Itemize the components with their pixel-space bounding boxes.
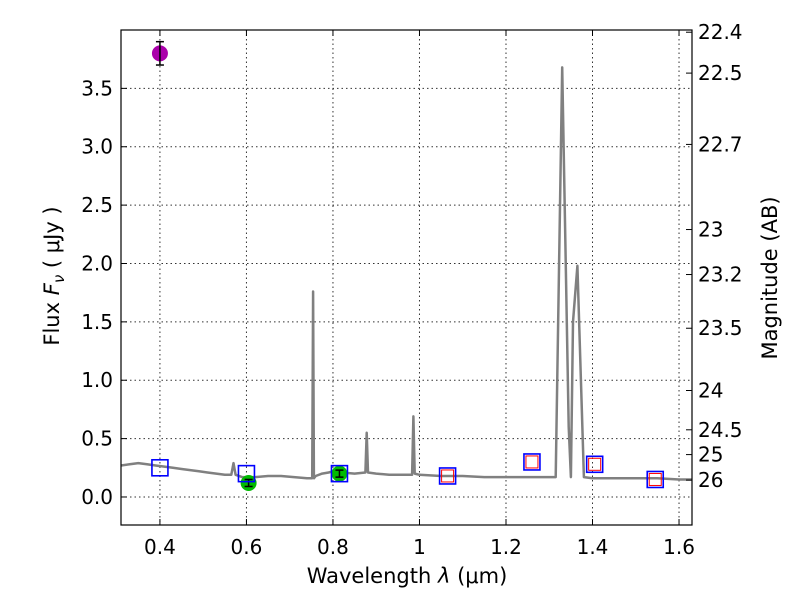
model-point	[646, 470, 665, 489]
model-point	[438, 467, 457, 485]
y-tick-label: 1.0	[81, 368, 113, 392]
y-tick-label: 1.5	[81, 310, 113, 334]
model-point	[523, 453, 541, 471]
magnitude-axis-label: Magnitude (AB)	[758, 196, 782, 359]
model-point	[585, 455, 604, 474]
y-tick-label: 2.0	[81, 251, 113, 275]
y-tick-label: 3.0	[81, 135, 113, 159]
spectrum-layer	[120, 66, 692, 481]
x-tick-label: 0.6	[231, 535, 263, 559]
x-tick-label: 1.6	[663, 535, 695, 559]
model-point	[330, 464, 349, 483]
x-tick-label: 0.4	[144, 535, 176, 559]
magnitude-tick-label: 23.2	[698, 263, 743, 287]
tick-marks	[121, 30, 692, 525]
x-tick-label: 1.4	[577, 535, 609, 559]
y-tick-label: 3.5	[81, 76, 113, 100]
magnitude-tick-label: 22.5	[698, 61, 743, 85]
x-tick-labels: 0.4 0.6 0.8 1 1.2 1.4 1.6	[144, 535, 695, 559]
y-tick-label: 2.5	[81, 193, 113, 217]
spectrum-line	[120, 66, 692, 481]
model-point	[151, 458, 169, 477]
x-tick-label: 0.8	[317, 535, 349, 559]
magnitude-tick-label: 22.4	[698, 20, 743, 44]
y-tick-labels: 0.0 0.5 1.0 1.5 2.0 2.5 3.0 3.5	[81, 76, 113, 509]
grid-lines	[121, 30, 692, 525]
model-point-inner	[648, 472, 662, 486]
model-point-inner	[588, 457, 602, 471]
y-tick-label: 0.0	[81, 485, 113, 509]
x-axis-label: Wavelength λ (μm)	[307, 564, 508, 588]
photometry-layer	[151, 40, 665, 491]
y-axis-label: Flux Fν ( μJy )	[40, 206, 68, 345]
magnitude-tick-label: 23	[698, 218, 723, 242]
y-tick-label: 0.5	[81, 427, 113, 451]
magnitude-tick-label: 24.5	[698, 418, 743, 442]
magnitude-tick-label: 22.7	[698, 132, 743, 156]
model-point-inner	[525, 455, 539, 469]
magnitude-tick-label: 23.5	[698, 316, 743, 340]
magnitude-tick-label: 24	[698, 379, 723, 403]
plot-frame	[120, 29, 693, 526]
magnitude-tick-label: 26	[698, 468, 723, 492]
x-tick-label: 1.2	[490, 535, 522, 559]
magnitude-tick-label: 25	[698, 443, 723, 467]
x-tick-label: 1	[413, 535, 426, 559]
model-point	[237, 464, 256, 483]
model-point-inner	[441, 469, 455, 483]
